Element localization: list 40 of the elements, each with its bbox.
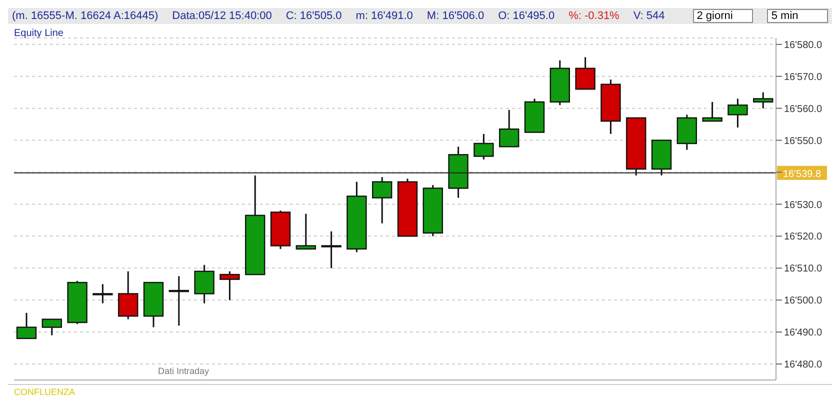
text: Data:05/12 15:40:00 xyxy=(172,10,272,22)
text: %: -0.31% xyxy=(568,10,620,22)
text: M: 16'506.0 xyxy=(426,10,484,22)
text: C: 16'505.0 xyxy=(286,10,342,22)
candlestick xyxy=(702,101,722,122)
candlestick xyxy=(220,270,240,301)
candlestick xyxy=(92,283,113,304)
y-tick-label: 16'490.0 xyxy=(784,328,822,339)
ref-line-label: 16'539.8 xyxy=(782,168,822,180)
candlestick xyxy=(372,176,392,224)
candlestick xyxy=(194,264,214,304)
annotation: Dati Intraday xyxy=(158,366,210,376)
candlestick xyxy=(474,133,494,160)
y-tick-label: 16'500.0 xyxy=(784,296,822,307)
text: O: 16'495.0 xyxy=(498,10,555,22)
y-tick-label: 16'520.0 xyxy=(784,232,822,243)
candlestick xyxy=(728,98,748,128)
text: V: 544 xyxy=(633,10,665,22)
text: 2 giorni xyxy=(692,9,754,23)
y-tick-label: 16'580.0 xyxy=(784,40,822,51)
text: CONFLUENZA xyxy=(8,384,832,399)
y-tick-label: 16'530.0 xyxy=(784,200,822,211)
y-tick-label: 16'560.0 xyxy=(784,104,822,115)
candlestick xyxy=(296,213,316,250)
candlestick xyxy=(499,109,520,148)
candlestick xyxy=(118,270,138,320)
candlestick xyxy=(321,230,342,269)
candlestick xyxy=(16,312,37,340)
candlestick xyxy=(753,92,774,110)
candlestick xyxy=(575,56,596,90)
candlestick xyxy=(42,318,62,336)
y-tick-label: 16'570.0 xyxy=(784,72,822,83)
y-tick-label: 16'550.0 xyxy=(784,136,822,147)
y-tick-label: 16'510.0 xyxy=(784,264,822,275)
text: 5 min xyxy=(767,9,828,23)
candlestick xyxy=(168,275,189,326)
text: (m. 16555-M. 16624 A:16445) xyxy=(12,10,158,22)
text: m: 16'491.0 xyxy=(356,10,413,22)
y-tick-label: 16'480.0 xyxy=(784,360,822,371)
chart-title: Equity Line xyxy=(14,28,64,39)
